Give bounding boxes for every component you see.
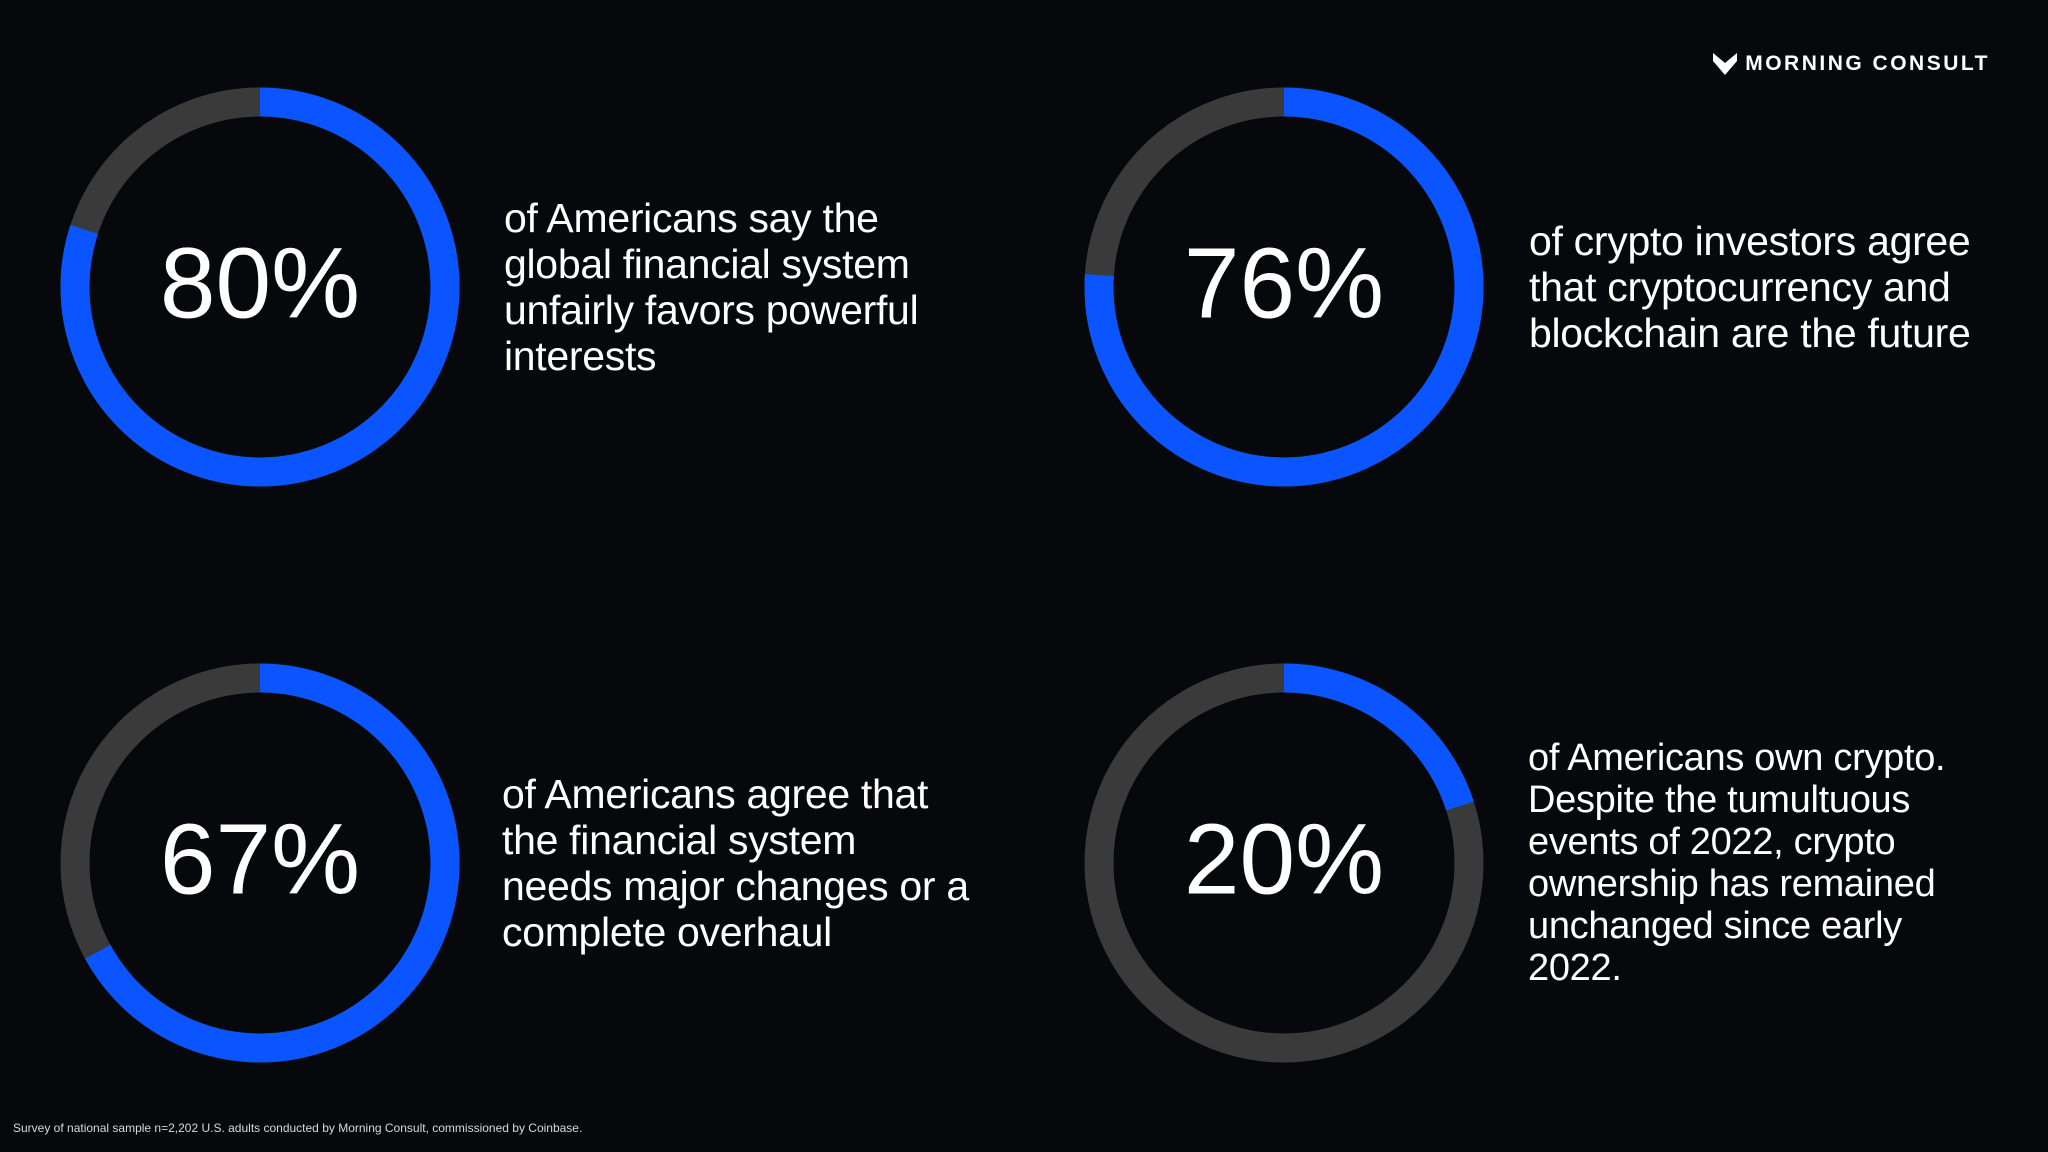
value-label: 67% — [160, 803, 360, 915]
brand-logo — [1713, 53, 1738, 75]
footnote: Survey of national sample n=2,202 U.S. a… — [13, 1121, 583, 1135]
annotation: of Americans agree that the financial sy… — [502, 771, 969, 955]
value-label: 20% — [1184, 803, 1384, 915]
annotation: of crypto investors agree that cryptocur… — [1529, 218, 1971, 356]
value-label: 80% — [160, 227, 360, 339]
donut-arc — [60, 663, 460, 1063]
brand: MORNING CONSULT — [1713, 52, 1990, 76]
brand-name: MORNING CONSULT — [1745, 52, 1990, 75]
donut-arc — [1084, 663, 1484, 1063]
donut-arc — [60, 87, 460, 487]
value-label: 76% — [1184, 227, 1384, 339]
annotation: of Americans own crypto. Despite the tum… — [1528, 737, 1946, 989]
annotation: of Americans say the global financial sy… — [504, 195, 919, 379]
donut-arc — [1084, 87, 1484, 487]
